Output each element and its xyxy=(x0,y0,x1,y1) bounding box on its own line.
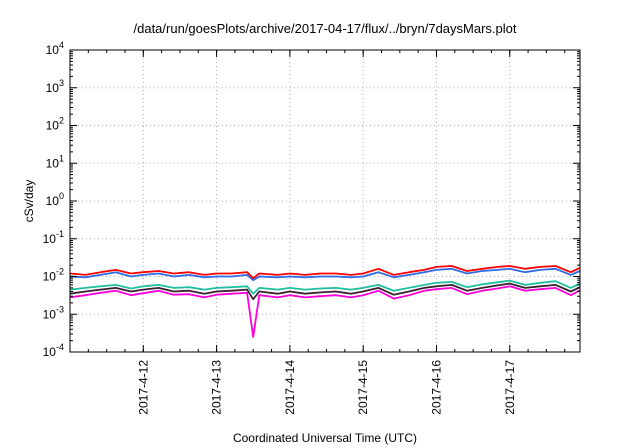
y-tick-label: 103 xyxy=(46,78,64,95)
x-tick-label: 2017-4-17 xyxy=(503,360,517,415)
series-line-5 xyxy=(69,285,581,338)
y-tick-label: 102 xyxy=(46,116,64,133)
series-layer xyxy=(69,265,581,338)
y-tick-label: 10-4 xyxy=(43,342,64,359)
y-tick-label: 10-1 xyxy=(43,229,64,246)
y-tick-label: 10-2 xyxy=(43,267,64,284)
y-axis: 10-4 10-3 10-2 10-1 100 101 102 103 104 xyxy=(43,40,580,359)
y-axis-label: cSv/day xyxy=(22,180,36,223)
x-tick-label: 2017-4-14 xyxy=(283,360,297,415)
series-line-3 xyxy=(69,279,581,295)
chart-title: /data/run/goesPlots/archive/2017-04-17/f… xyxy=(134,21,517,36)
grid xyxy=(70,50,580,352)
x-axis: 2017-4-12 2017-4-13 2017-4-14 2017-4-15 2017… xyxy=(69,50,566,415)
x-axis-label: Coordinated Universal Time (UTC) xyxy=(233,431,417,445)
x-tick-label: 2017-4-15 xyxy=(356,360,370,415)
y-tick-label: 101 xyxy=(46,153,64,170)
series-line-2 xyxy=(69,267,581,282)
x-tick-label: 2017-4-13 xyxy=(210,360,224,415)
y-tick-label: 100 xyxy=(46,191,64,208)
series-line-1 xyxy=(69,265,581,280)
x-tick-label: 2017-4-12 xyxy=(136,360,150,415)
y-tick-label: 104 xyxy=(46,40,64,57)
x-tick-label: 2017-4-16 xyxy=(429,360,443,415)
y-tick-label: 10-3 xyxy=(43,304,64,321)
series-line-4 xyxy=(69,282,581,301)
